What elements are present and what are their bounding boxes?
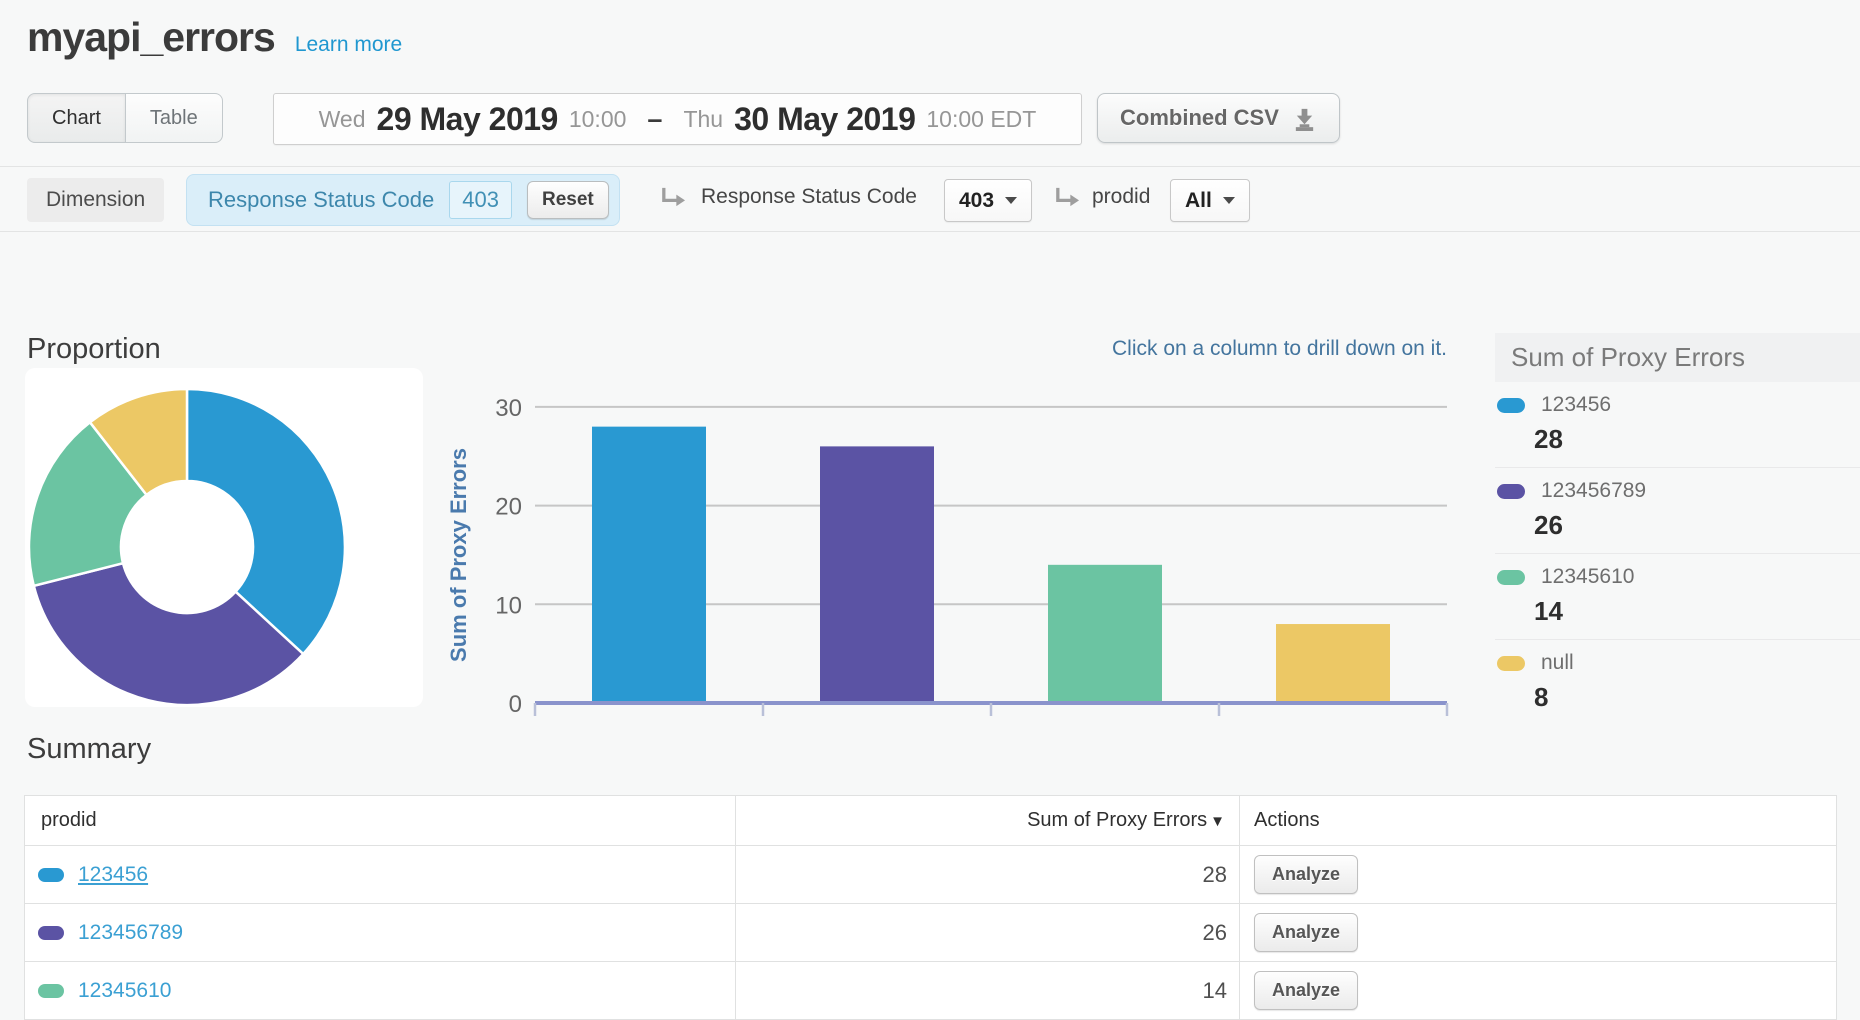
prodid-link[interactable]: 12345610	[78, 979, 171, 1003]
legend-label: 123456789	[1541, 479, 1646, 503]
y-tick-label: 20	[495, 494, 522, 521]
analyze-button[interactable]: Analyze	[1254, 971, 1358, 1010]
table-row: 123456789 26 Analyze	[25, 904, 1837, 962]
y-axis-title: Sum of Proxy Errors	[450, 448, 471, 662]
legend-label: 12345610	[1541, 565, 1634, 589]
row-value: 26	[736, 904, 1240, 962]
prodid-link[interactable]: 123456789	[78, 921, 183, 945]
legend-item: 123456789 26	[1495, 467, 1860, 553]
legend-value: 26	[1534, 510, 1860, 541]
date-start-date: 29 May 2019	[377, 101, 558, 138]
row-value: 14	[736, 962, 1240, 1020]
drilldown-arrow-icon	[659, 184, 686, 211]
date-start-time: 10:00	[569, 106, 627, 133]
date-end-day: Thu	[683, 106, 723, 133]
divider	[0, 231, 1860, 232]
page-header: myapi_errors Learn more	[27, 14, 402, 61]
filter-chip: Response Status Code 403 Reset	[186, 174, 620, 226]
view-toggle: Chart Table	[27, 93, 223, 143]
filter-chip-name: Response Status Code	[208, 187, 434, 213]
column-header-prodid: prodid	[25, 796, 736, 846]
bar-column[interactable]	[1276, 624, 1390, 703]
y-tick-label: 10	[495, 592, 522, 619]
row-swatch	[38, 868, 64, 882]
legend-item: null 8	[1495, 639, 1860, 725]
combined-csv-label: Combined CSV	[1120, 105, 1279, 131]
combined-csv-button[interactable]: Combined CSV	[1097, 93, 1340, 143]
column-header-sum[interactable]: Sum of Proxy Errors▼	[736, 796, 1240, 846]
date-end-time: 10:00 EDT	[926, 106, 1036, 133]
chevron-down-icon	[1223, 197, 1235, 204]
column-header-actions: Actions	[1240, 796, 1837, 846]
date-dash: –	[647, 104, 662, 135]
legend-title: Sum of Proxy Errors	[1495, 333, 1860, 382]
reset-button[interactable]: Reset	[527, 181, 609, 219]
legend-swatch	[1497, 398, 1525, 413]
legend-swatch	[1497, 570, 1525, 585]
legend-value: 14	[1534, 596, 1860, 627]
bar-chart: 30 20 10 0 Sum of Proxy Errors	[450, 325, 1460, 723]
legend-swatch	[1497, 656, 1525, 671]
analyze-button[interactable]: Analyze	[1254, 855, 1358, 894]
divider	[0, 166, 1860, 167]
drill1-dropdown[interactable]: 403	[944, 179, 1032, 222]
date-range-picker[interactable]: Wed 29 May 2019 10:00 – Thu 30 May 2019 …	[273, 93, 1082, 145]
dimension-label: Dimension	[27, 178, 164, 222]
legend-swatch	[1497, 484, 1525, 499]
legend-value: 8	[1534, 682, 1860, 713]
tab-chart[interactable]: Chart	[27, 93, 126, 143]
bar-column[interactable]	[1048, 565, 1162, 703]
legend-panel: Sum of Proxy Errors 123456 28 123456789 …	[1495, 333, 1860, 725]
row-swatch	[38, 984, 64, 998]
legend-item: 12345610 14	[1495, 553, 1860, 639]
learn-more-link[interactable]: Learn more	[295, 33, 402, 57]
legend-item: 123456 28	[1495, 382, 1860, 467]
table-header-row: prodid Sum of Proxy Errors▼ Actions	[25, 796, 1837, 846]
proportion-title: Proportion	[27, 333, 161, 366]
analyze-button[interactable]: Analyze	[1254, 913, 1358, 952]
drill1-dropdown-value: 403	[959, 189, 994, 213]
row-value: 28	[736, 846, 1240, 904]
chevron-down-icon	[1005, 197, 1017, 204]
bar-column[interactable]	[820, 446, 934, 703]
summary-title: Summary	[27, 733, 151, 766]
drill1-label: Response Status Code	[701, 185, 917, 209]
legend-label: 123456	[1541, 393, 1611, 417]
download-icon	[1292, 106, 1317, 131]
summary-table: prodid Sum of Proxy Errors▼ Actions 1234…	[24, 795, 1837, 1020]
prodid-link[interactable]: 123456	[78, 863, 148, 887]
drill2-dropdown-value: All	[1185, 189, 1212, 213]
bar-column[interactable]	[592, 427, 706, 703]
page-title: myapi_errors	[27, 14, 275, 61]
row-swatch	[38, 926, 64, 940]
proportion-card	[25, 368, 423, 707]
date-end-date: 30 May 2019	[734, 101, 915, 138]
filter-chip-value: 403	[449, 181, 512, 219]
y-tick-label: 30	[495, 395, 522, 422]
drilldown-arrow-icon	[1053, 184, 1080, 211]
date-start-day: Wed	[319, 106, 366, 133]
drill2-label: prodid	[1092, 185, 1150, 209]
legend-value: 28	[1534, 424, 1860, 455]
drill2-dropdown[interactable]: All	[1170, 179, 1250, 222]
sort-desc-icon: ▼	[1210, 813, 1225, 830]
table-row: 123456 28 Analyze	[25, 846, 1837, 904]
legend-label: null	[1541, 651, 1574, 675]
tab-table[interactable]: Table	[126, 93, 223, 143]
table-row: 12345610 14 Analyze	[25, 962, 1837, 1020]
donut-chart[interactable]	[25, 368, 423, 707]
y-tick-label: 0	[509, 691, 522, 718]
